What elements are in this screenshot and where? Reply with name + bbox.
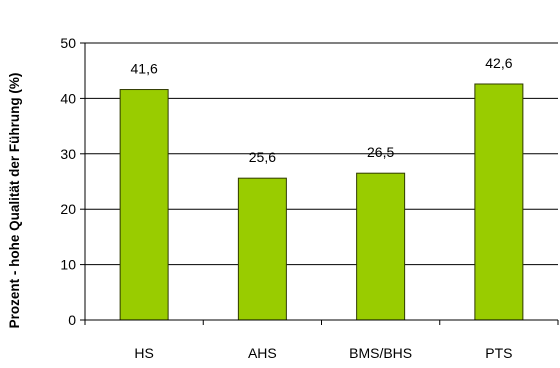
y-tick-label: 10	[60, 257, 76, 273]
x-tick-label: BMS/BHS	[349, 345, 412, 361]
y-tick-label: 50	[60, 35, 76, 51]
y-axis-title: Prozent - hohe Qualität der Führung (%)	[7, 73, 22, 329]
bar-hs	[119, 89, 169, 321]
bar-bms-bhs	[356, 172, 406, 321]
data-label: 41,6	[131, 61, 158, 77]
y-tick-label: 40	[60, 90, 76, 106]
data-label: 26,5	[367, 144, 394, 160]
y-tick-label: 30	[60, 146, 76, 162]
bar-ahs	[237, 177, 287, 321]
y-tick-label: 0	[68, 312, 76, 328]
axes	[80, 42, 559, 325]
bars	[119, 83, 524, 321]
x-tick-label: PTS	[485, 345, 512, 361]
x-tick-label: HS	[134, 345, 153, 361]
x-tick-label: AHS	[248, 345, 277, 361]
labels: 0 10 20 30 40 50 41,6 HS 25,6 AHS 26,5 BMS/BHS 42,6 P…	[60, 35, 512, 361]
data-label: 42,6	[485, 55, 512, 71]
data-label: 25,6	[249, 149, 276, 165]
bar-pts	[474, 83, 524, 321]
y-tick-label: 20	[60, 201, 76, 217]
